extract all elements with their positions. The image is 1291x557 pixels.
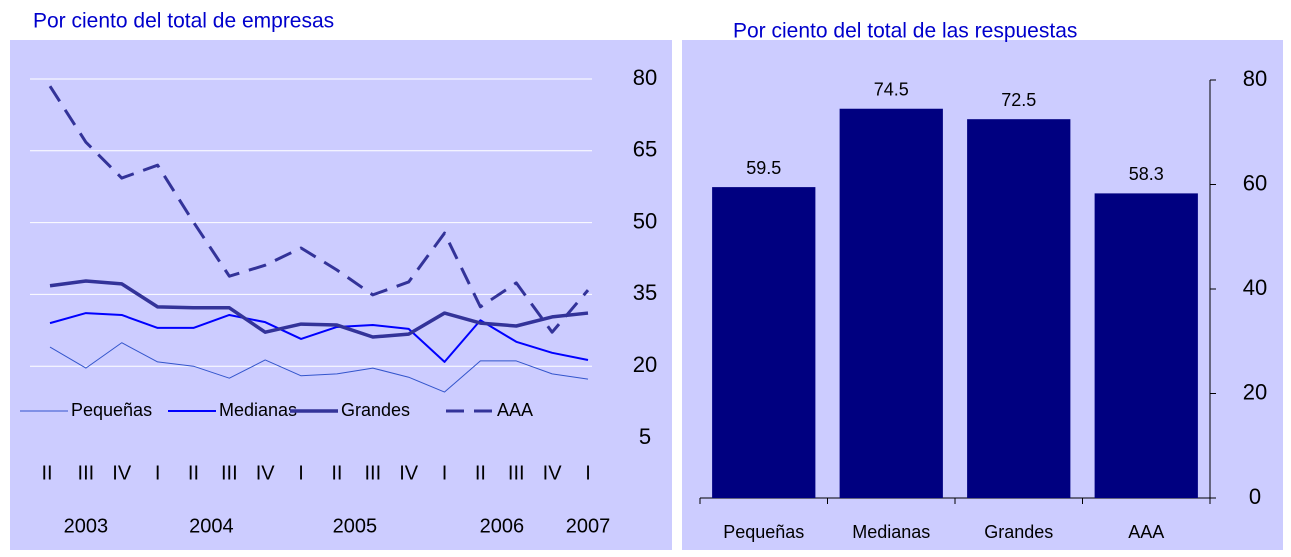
x-tick-label: II — [41, 462, 52, 484]
series-line — [49, 342, 589, 393]
left-title: Por ciento del total de empresas — [33, 10, 334, 33]
x-tick-label: I — [442, 462, 448, 484]
value-label: 72.5 — [1001, 90, 1036, 110]
legend-label: Pequeñas — [71, 400, 152, 420]
legend-label: AAA — [497, 400, 533, 420]
series-line — [49, 279, 589, 339]
x-tick-label: IV — [399, 462, 419, 484]
legend-label: Medianas — [219, 400, 297, 420]
x-tick-label: II — [331, 462, 342, 484]
y-tick-label: 5 — [639, 424, 651, 449]
right-title: Por ciento del total de las respuestas — [733, 20, 1077, 43]
y-tick-label: 35 — [633, 280, 657, 305]
y-tick-label: 0 — [1249, 484, 1261, 509]
x-tick-label: IV — [112, 462, 132, 484]
x-tick-label: I — [585, 462, 591, 484]
x-tick-label: IV — [256, 462, 276, 484]
value-label: 59.5 — [746, 158, 781, 178]
series-line — [49, 312, 589, 363]
plot-background — [10, 40, 672, 550]
value-label: 74.5 — [874, 79, 909, 99]
x-tick-label: Pequeñas — [723, 522, 804, 542]
y-tick-label: 60 — [1243, 170, 1267, 195]
y-tick-label: 40 — [1243, 275, 1267, 300]
bar — [839, 108, 943, 499]
y-tick-label: 20 — [633, 352, 657, 377]
bar — [967, 119, 1071, 498]
x-tick-label: Grandes — [984, 522, 1053, 542]
legend-label: Grandes — [341, 400, 410, 420]
x-tick-label: II — [188, 462, 199, 484]
y-tick-label: 80 — [633, 65, 657, 90]
x-tick-label: I — [298, 462, 304, 484]
x-tick-label: II — [475, 462, 486, 484]
y-tick-label: 80 — [1243, 66, 1267, 91]
bar — [1094, 193, 1198, 498]
x-tick-label: IV — [543, 462, 563, 484]
value-label: 58.3 — [1129, 164, 1164, 184]
y-tick-label: 20 — [1243, 379, 1267, 404]
x-tick-label: III — [364, 462, 381, 484]
y-tick-label: 65 — [633, 137, 657, 162]
year-label: 2006 — [480, 515, 525, 537]
x-tick-label: Medianas — [852, 522, 930, 542]
x-tick-label: III — [78, 462, 95, 484]
x-tick-label: I — [155, 462, 161, 484]
x-tick-label: III — [221, 462, 238, 484]
y-tick-label: 50 — [633, 208, 657, 233]
year-label: 2005 — [333, 515, 378, 537]
year-label: 2003 — [64, 515, 109, 537]
year-label: 2004 — [189, 515, 234, 537]
x-tick-label: III — [508, 462, 525, 484]
series-line — [48, 85, 590, 334]
year-label: 2007 — [566, 515, 611, 537]
x-tick-label: AAA — [1128, 522, 1164, 542]
bar — [712, 187, 816, 499]
